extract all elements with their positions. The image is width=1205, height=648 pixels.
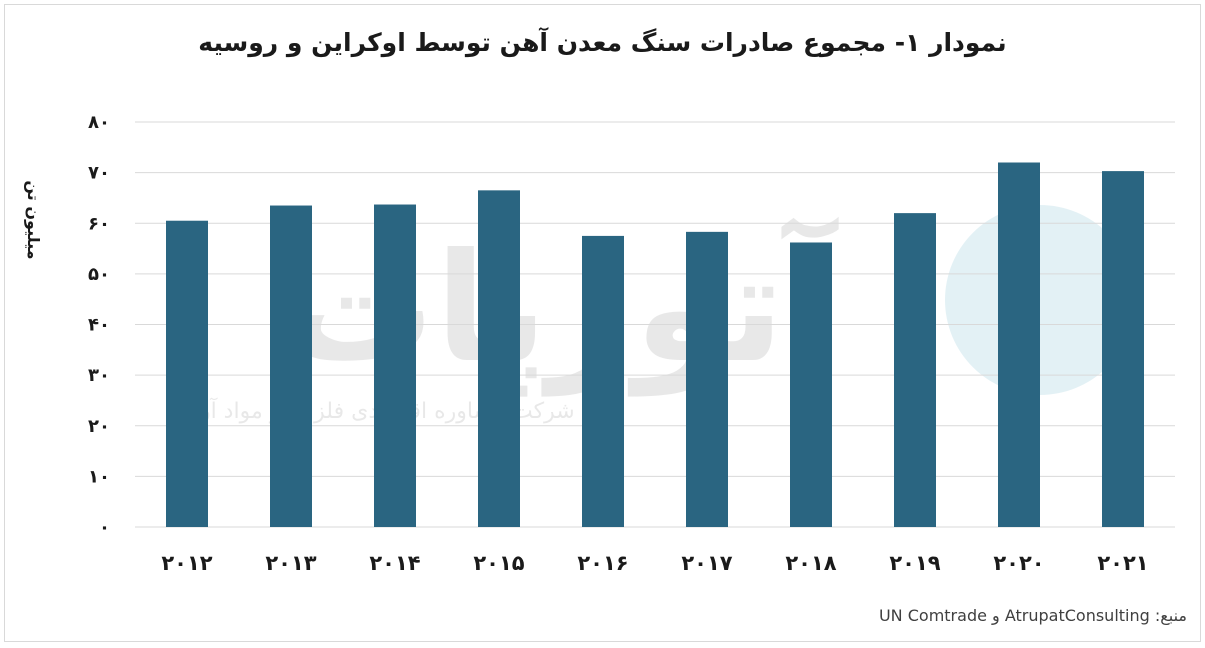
- x-tick-label: ۲۰۱۹: [889, 551, 940, 575]
- bar: [894, 213, 936, 527]
- bar: [582, 235, 624, 527]
- x-tick-label: ۲۰۱۳: [265, 551, 316, 575]
- chart-title: نمودار ۱- مجموع صادرات سنگ معدن آهن توسط…: [198, 28, 1007, 57]
- y-tick-label: ۵۰: [88, 264, 110, 285]
- bar: [790, 242, 832, 528]
- y-tick-label: ۰: [99, 517, 110, 538]
- bar: [998, 162, 1040, 527]
- x-tick-label: ۲۰۱۵: [473, 551, 524, 575]
- y-tick-label: ۸۰: [88, 112, 110, 133]
- x-tick-label: ۲۰۱۴: [369, 551, 420, 575]
- source-note: منبع: AtrupatConsulting و UN Comtrade: [878, 606, 1187, 625]
- bar: [166, 220, 208, 527]
- y-tick-label: ۲۰: [88, 416, 110, 437]
- bar: [270, 205, 312, 527]
- y-tick-label: ۶۰: [88, 213, 110, 234]
- x-tick-label: ۲۰۱۶: [577, 551, 628, 575]
- y-tick-label: ۷۰: [88, 163, 110, 184]
- bars: [166, 162, 1144, 528]
- bar: [686, 231, 728, 527]
- y-tick-label: ۱۰: [88, 466, 110, 487]
- x-tick-label: ۲۰۱۷: [681, 551, 732, 575]
- watermark-logo-text: آتورپات: [284, 217, 839, 397]
- x-tick-label: ۲۰۲۱: [1097, 551, 1148, 575]
- x-tick-label: ۲۰۱۸: [785, 551, 836, 575]
- bar: [478, 190, 520, 527]
- x-tick-labels: ۲۰۱۲ ۲۰۱۳ ۲۰۱۴ ۲۰۱۵ ۲۰۱۶ ۲۰۱۷ ۲۰۱۸ ۲۰۱۹ ۲۰۲۰ ۲۰۲۱: [161, 551, 1148, 575]
- bar: [374, 204, 416, 528]
- y-tick-labels: ۰ ۱۰ ۲۰ ۳۰ ۴۰ ۵۰ ۶۰ ۷۰ ۸۰: [88, 112, 110, 538]
- y-tick-label: ۴۰: [88, 315, 110, 336]
- y-tick-label: ۳۰: [88, 365, 110, 386]
- x-tick-label: ۲۰۲۰: [993, 551, 1044, 575]
- x-tick-label: ۲۰۱۲: [161, 551, 212, 575]
- bar: [1102, 171, 1144, 527]
